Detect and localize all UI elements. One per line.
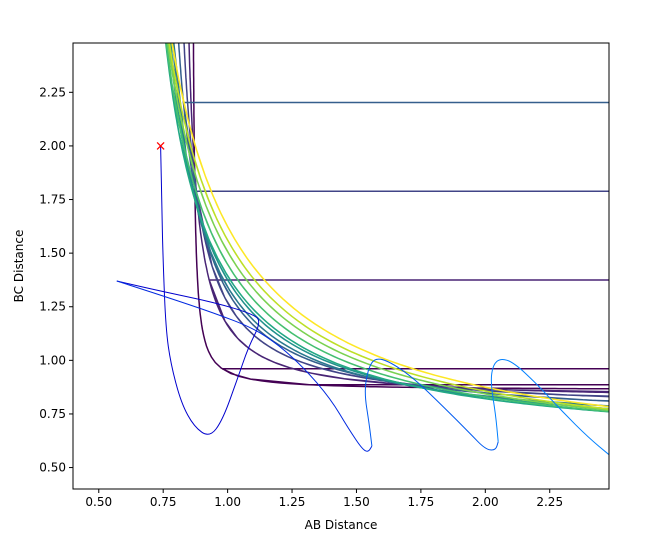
y-tick-label: 1.25 [39, 300, 66, 314]
x-tick-label: 1.00 [214, 495, 241, 509]
y-tick-label: 0.50 [39, 461, 66, 475]
y-tick-label: 0.75 [39, 407, 66, 421]
x-tick-label: 1.75 [408, 495, 435, 509]
y-tick-label: 1.75 [39, 193, 66, 207]
trajectory-segment-3 [490, 358, 609, 456]
y-axis: 0.50 0.75 1.00 1.25 1.50 1.75 2.00 2.25 [39, 85, 73, 475]
x-tick-label: 0.75 [150, 495, 177, 509]
x-tick-label: 0.50 [85, 495, 112, 509]
trajectory-segment-2 [364, 358, 499, 451]
trajectory [116, 145, 609, 456]
trajectory-segment-0 [116, 145, 260, 435]
start-marker [156, 141, 165, 150]
x-tick-label: 1.50 [343, 495, 370, 509]
x-axis: 0.50 0.75 1.00 1.25 1.50 1.75 2.00 2.25 [85, 489, 563, 509]
markers [156, 141, 165, 150]
y-tick-label: 2.25 [39, 85, 66, 99]
trajectory-segment-1 [116, 280, 373, 452]
y-tick-label: 1.00 [39, 353, 66, 367]
contour-level-8 [166, 43, 609, 412]
plot-background [73, 43, 609, 489]
contour-lines [129, 43, 609, 468]
x-tick-label: 1.25 [279, 495, 306, 509]
y-axis-label: BC Distance [12, 230, 26, 303]
plot-frame [72, 42, 610, 490]
y-tick-label: 1.50 [39, 246, 66, 260]
x-axis-label: AB Distance [305, 518, 378, 532]
y-tick-label: 2.00 [39, 139, 66, 153]
x-tick-label: 2.00 [472, 495, 499, 509]
x-tick-label: 2.25 [536, 495, 563, 509]
